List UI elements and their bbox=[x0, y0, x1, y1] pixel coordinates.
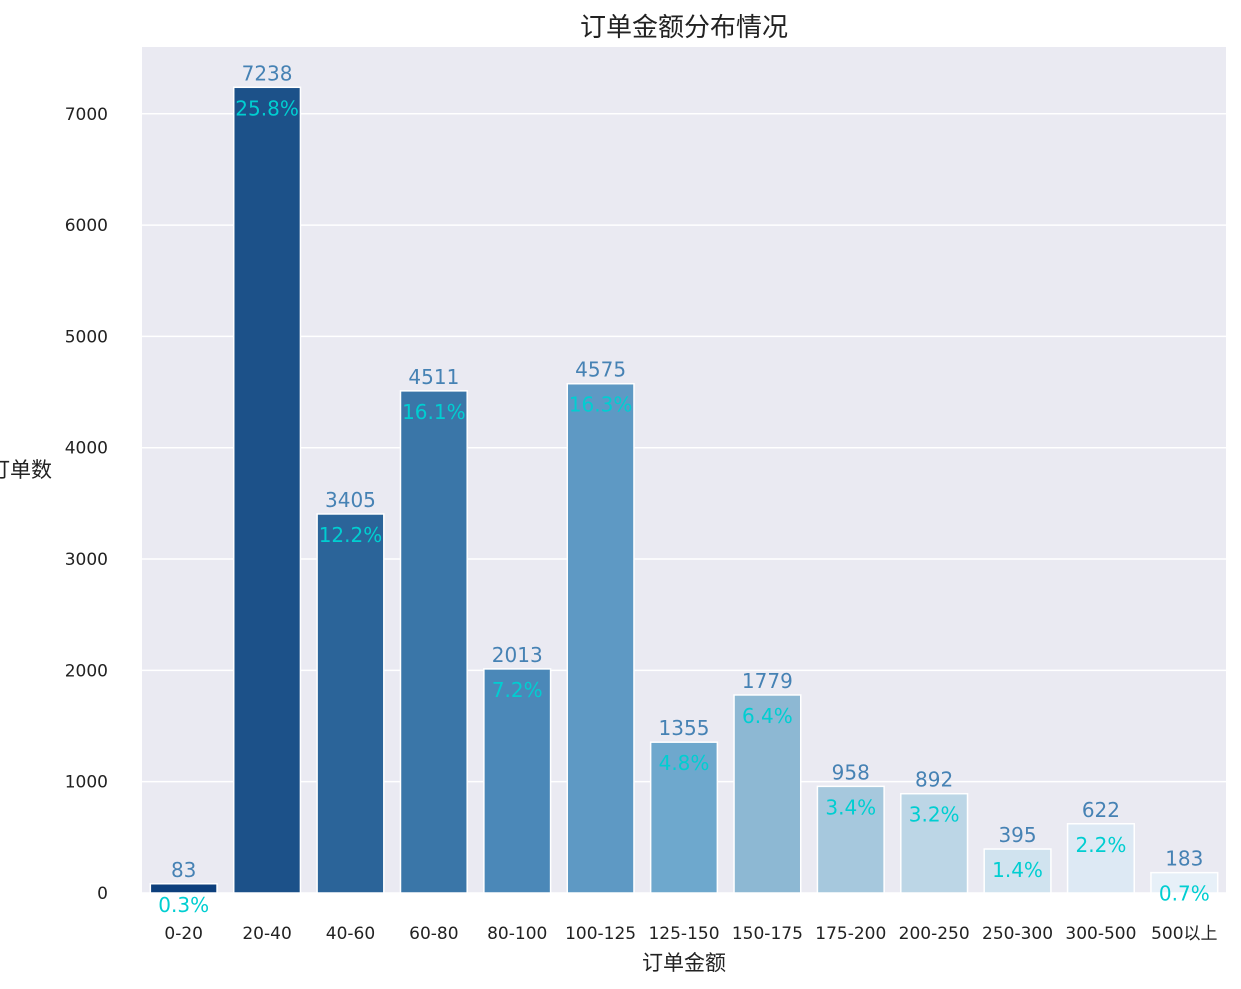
bar-value-label: 1779 bbox=[742, 669, 793, 693]
bar bbox=[1150, 871, 1219, 894]
bar-value-label: 3405 bbox=[325, 488, 376, 512]
bar bbox=[816, 785, 885, 894]
y-tick-label: 3000 bbox=[65, 550, 108, 570]
bar bbox=[316, 513, 385, 894]
bar-value-label: 395 bbox=[998, 823, 1036, 847]
bars bbox=[149, 86, 1219, 894]
x-tick-label: 20-40 bbox=[242, 924, 291, 944]
bar-percent-label: 3.2% bbox=[909, 803, 960, 827]
y-tick-label: 7000 bbox=[65, 105, 108, 125]
chart-title: 订单金额分布情况 bbox=[580, 13, 788, 43]
bar-percent-label: 16.3% bbox=[569, 393, 633, 417]
bar-percent-label: 4.8% bbox=[659, 751, 710, 775]
y-tick-label: 2000 bbox=[65, 661, 108, 681]
x-tick-label: 100-125 bbox=[565, 924, 636, 944]
x-tick-label: 0-20 bbox=[164, 924, 203, 944]
y-axis-title: 订单数 bbox=[0, 458, 52, 482]
bar bbox=[149, 883, 218, 894]
bar-percent-label: 2.2% bbox=[1076, 833, 1127, 857]
bar bbox=[483, 668, 552, 894]
bar-value-label: 1355 bbox=[659, 716, 710, 740]
bar-value-label: 622 bbox=[1082, 798, 1120, 822]
bar-percent-label: 1.4% bbox=[992, 858, 1043, 882]
bar bbox=[649, 741, 719, 894]
x-tick-label: 40-60 bbox=[326, 924, 375, 944]
x-tick-label: 250-300 bbox=[982, 924, 1053, 944]
bar bbox=[232, 86, 302, 894]
x-tick-label: 80-100 bbox=[487, 924, 547, 944]
y-tick-label: 4000 bbox=[65, 439, 108, 459]
bar-percent-label: 3.4% bbox=[825, 795, 876, 819]
bar-value-label: 4511 bbox=[408, 365, 459, 389]
bar bbox=[1066, 823, 1136, 894]
bar bbox=[983, 848, 1052, 894]
bar-percent-label: 12.2% bbox=[319, 523, 383, 547]
y-axis-ticks: 0 1000 2000 3000 4000 5000 6000 7000 bbox=[65, 105, 108, 904]
bar bbox=[399, 390, 468, 894]
x-tick-label: 150-175 bbox=[732, 924, 803, 944]
x-tick-label: 60-80 bbox=[409, 924, 458, 944]
bar-value-label: 2013 bbox=[492, 643, 543, 667]
bar-value-label: 83 bbox=[171, 858, 196, 882]
x-axis-ticks: 0-20 20-40 40-60 60-80 80-100 100-125 125-150 1… bbox=[164, 924, 1217, 944]
bar-percent-label: 0.7% bbox=[1159, 882, 1210, 906]
bar bbox=[900, 792, 969, 894]
bar-value-label: 183 bbox=[1165, 847, 1203, 871]
bar-percent-label: 6.4% bbox=[742, 704, 793, 728]
y-tick-label: 1000 bbox=[65, 773, 108, 793]
x-tick-label: 175-200 bbox=[815, 924, 886, 944]
x-tick-label: 200-250 bbox=[899, 924, 970, 944]
x-tick-label: 500以上 bbox=[1151, 924, 1217, 944]
y-tick-label: 5000 bbox=[65, 327, 108, 347]
y-tick-label: 6000 bbox=[65, 216, 108, 236]
bar-value-label: 892 bbox=[915, 768, 953, 792]
bar-value-label: 7238 bbox=[242, 61, 293, 85]
bar-percent-label: 7.2% bbox=[492, 678, 543, 702]
bar-percent-label: 25.8% bbox=[235, 96, 299, 120]
bar-labels: 83 0.3% 7238 25.8% 3405 12.2% 4511 16.1% 2013 7.2… bbox=[158, 61, 1209, 916]
bar-percent-label: 0.3% bbox=[158, 893, 209, 917]
bar-value-label: 958 bbox=[832, 760, 870, 784]
x-tick-label: 300-500 bbox=[1065, 924, 1136, 944]
x-tick-label: 125-150 bbox=[648, 924, 719, 944]
y-tick-label: 0 bbox=[97, 884, 108, 904]
bar-percent-label: 16.1% bbox=[402, 400, 466, 424]
bar bbox=[566, 382, 635, 894]
bar-value-label: 4575 bbox=[575, 358, 626, 382]
bar bbox=[733, 694, 802, 894]
x-axis-title: 订单金额 bbox=[642, 951, 726, 975]
